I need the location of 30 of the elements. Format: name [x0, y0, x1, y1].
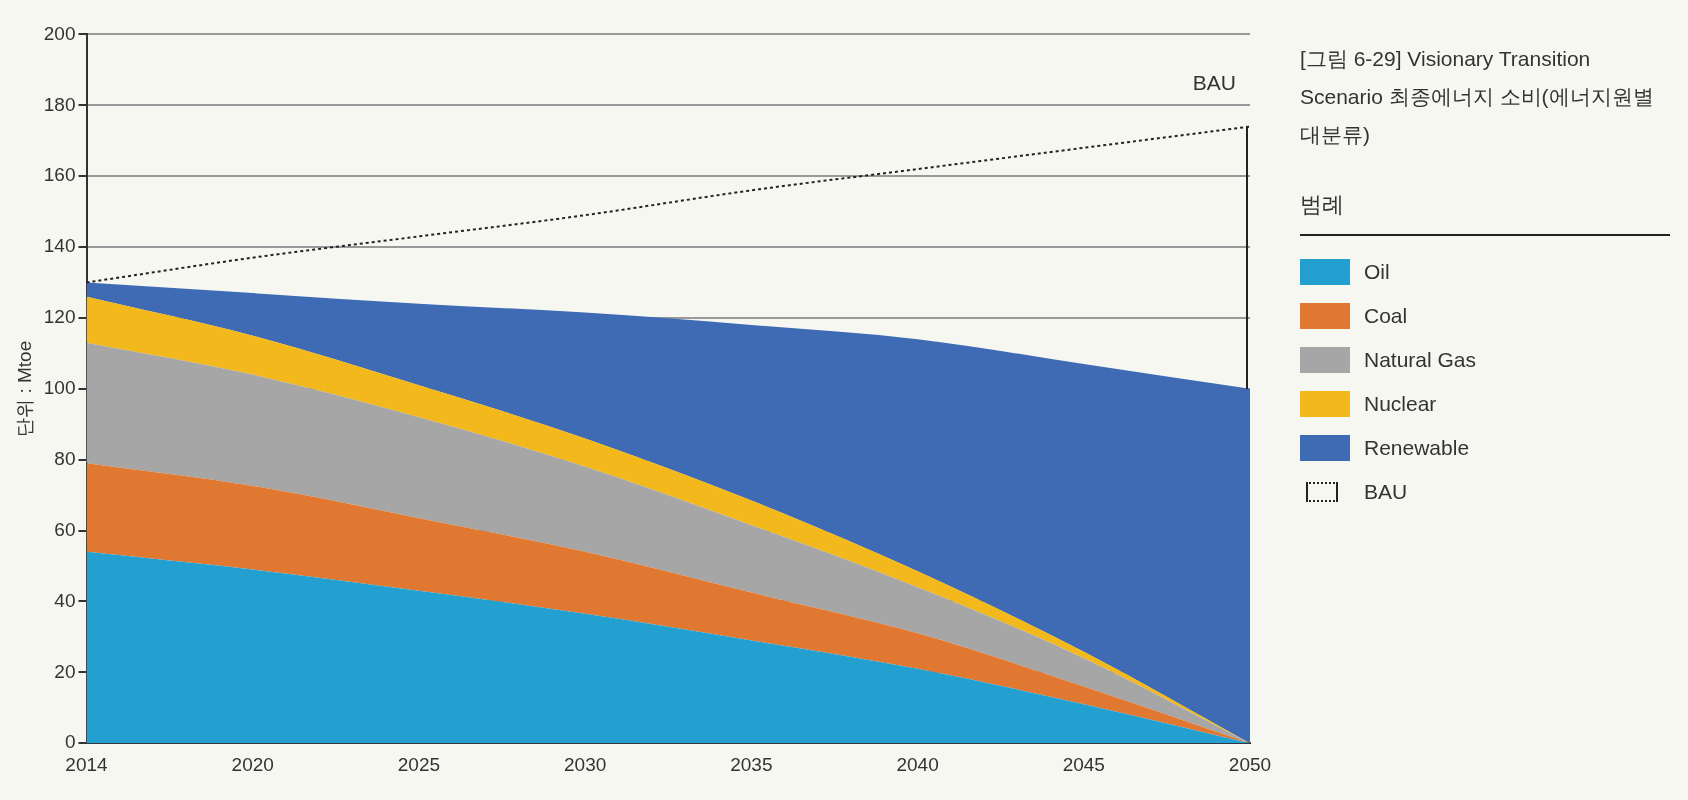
legend-label: Coal	[1364, 304, 1408, 328]
text: [그림 6-29] Visionary Transition Scenario 최종에너지 소비(에너지원별 대분류)	[1300, 46, 1655, 148]
legend-label: Renewable	[1364, 436, 1470, 460]
legend-label: Nuclear	[1364, 392, 1437, 416]
x-tick-label: 2030	[564, 753, 607, 775]
y-tick-label: 0	[64, 731, 76, 753]
y-tick-label: 160	[43, 164, 76, 186]
legend-label: BAU	[1364, 480, 1408, 504]
y-tick-label: 180	[43, 93, 76, 115]
x-tick-label: 2025	[397, 753, 441, 775]
legend-title: 범례	[1300, 190, 1670, 236]
y-tick-label: 20	[54, 660, 76, 682]
y-axis-title: 단위 : Mtoe	[13, 340, 35, 437]
line-series	[85, 125, 1251, 284]
x-tick-label: 2014	[65, 753, 109, 775]
x-tick-label: 2035	[730, 753, 773, 775]
y-tick-label: 40	[54, 589, 76, 611]
legend-label: Oil	[1364, 260, 1390, 284]
x-tick-label: 2050	[1228, 753, 1272, 775]
x-tick-label: 2040	[896, 753, 939, 775]
y-tick-label: 80	[54, 447, 76, 469]
x-tick-label: 2020	[231, 753, 274, 775]
x-tick-label: 2045	[1062, 753, 1105, 775]
y-tick-label: 120	[43, 306, 76, 328]
annotation: BAU	[1192, 71, 1236, 95]
legend-label: Natural Gas	[1364, 348, 1477, 372]
y-tick-label: 60	[54, 518, 76, 540]
y-tick-label: 140	[43, 235, 76, 257]
y-tick-label: 100	[43, 377, 76, 399]
y-tick-label: 200	[43, 22, 76, 44]
